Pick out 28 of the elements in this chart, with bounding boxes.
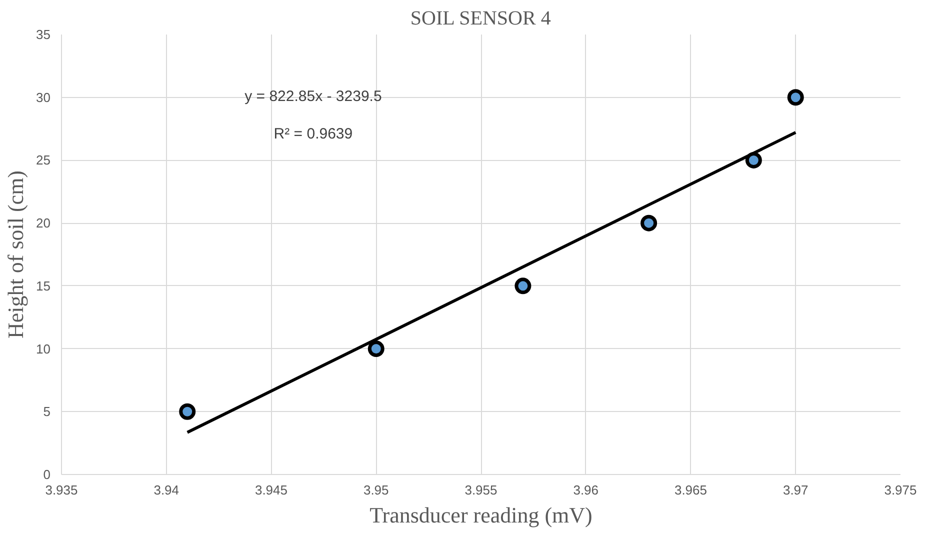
annotation: R² = 0.9639 <box>274 125 353 142</box>
point <box>787 89 804 106</box>
y-tick-label: 5 <box>43 404 51 420</box>
y-tick-label: 25 <box>36 152 51 168</box>
point <box>514 278 532 294</box>
x-tick-label: 3.955 <box>464 482 498 498</box>
y-tick-label: 20 <box>36 216 51 231</box>
y-axis-title: Height of soil (cm) <box>3 170 28 339</box>
y-tick-label: 35 <box>36 27 51 42</box>
point <box>745 152 762 168</box>
point <box>179 403 196 420</box>
point <box>368 340 384 358</box>
x-tick-label: 3.96 <box>573 482 599 498</box>
y-tick-label: 15 <box>36 278 51 294</box>
y-tick-label: 30 <box>36 90 51 105</box>
annotation: y = 822.85x - 3239.5 <box>244 88 382 105</box>
y-tick-label: 0 <box>43 467 51 482</box>
x-tick-label: 3.97 <box>782 482 808 498</box>
x-axis-title: Transducer reading (mV) <box>370 502 592 528</box>
x-tick-label: 3.94 <box>154 482 180 498</box>
chart-title: SOIL SENSOR 4 <box>410 8 551 30</box>
x-tick-label: 3.935 <box>45 482 78 498</box>
x-tick-label: 3.945 <box>254 482 288 498</box>
y-tick-label: 10 <box>36 341 51 356</box>
x-tick-label: 3.975 <box>884 482 917 498</box>
x-tick-label: 3.965 <box>674 482 708 498</box>
point <box>640 214 658 232</box>
x-tick-label: 3.95 <box>363 482 389 498</box>
